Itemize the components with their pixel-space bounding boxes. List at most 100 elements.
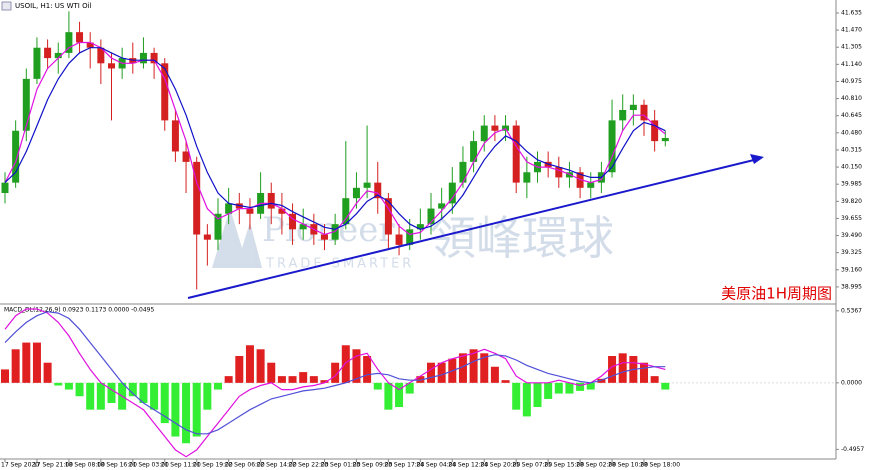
watermark-brand: Pioneer (262, 210, 395, 250)
histogram-bar (650, 376, 659, 383)
candle-body (459, 161, 467, 183)
annotation: 美原油1H周期图 (721, 285, 832, 303)
candle-body (1, 182, 9, 194)
candle-body (416, 224, 424, 230)
symbol-icon (1, 1, 12, 11)
histogram-bar (11, 349, 20, 383)
histogram-bar (661, 382, 670, 390)
y-tick-label: 40.810 (841, 95, 862, 102)
candle-body (427, 208, 435, 225)
indicator-line (4, 311, 666, 435)
histogram-bar (22, 342, 31, 383)
candle-body (97, 47, 105, 64)
histogram-bar (533, 382, 542, 407)
histogram-bar (501, 380, 510, 383)
candle-body (555, 167, 563, 178)
candle-body (523, 172, 531, 183)
candle-body (150, 52, 158, 64)
candle-body (267, 193, 275, 209)
histogram-bar (544, 382, 553, 399)
candle-body (299, 224, 307, 230)
histogram-bar (256, 349, 265, 383)
candle-body (395, 234, 403, 245)
histogram-bar (373, 382, 382, 390)
histogram-bar (512, 382, 521, 410)
histogram-bar (437, 362, 446, 383)
candle-body (342, 198, 350, 225)
x-tick-label: 28 Sep 02:00 (576, 462, 616, 469)
candle-body (171, 120, 179, 152)
x-tick-label: 21 Sep 19:00 (193, 462, 233, 469)
histogram-bar (427, 362, 435, 383)
candle-body (33, 47, 41, 79)
histogram-bar (331, 362, 340, 383)
x-tick-label: 24 Sep 12:00 (448, 462, 488, 469)
candle-body (608, 120, 616, 173)
watermark-tagline: TRADE SMARTER (265, 257, 414, 272)
x-tick-label: 28 Sep 10:00 (608, 462, 648, 469)
histogram-bar (245, 345, 254, 383)
histogram-bar (150, 382, 159, 410)
histogram-bar (235, 356, 244, 383)
histogram-bar (128, 382, 137, 397)
histogram-bar (277, 376, 286, 383)
histogram-bar (203, 382, 212, 410)
histogram-bar (640, 362, 648, 383)
x-tick-label: 18 Sep 08:00 (65, 462, 105, 469)
candle-body (661, 138, 669, 142)
histogram-bar (224, 376, 233, 383)
histogram-bar (182, 382, 191, 444)
candle-body (352, 187, 360, 199)
histogram-bar (267, 362, 276, 383)
histogram-bar (107, 382, 116, 403)
candle-body (225, 203, 233, 214)
histogram-bar (32, 342, 41, 383)
histogram-bar (363, 356, 372, 383)
histogram-bar (352, 349, 361, 383)
histogram-bar (320, 380, 329, 383)
x-tick-label: 25 Sep 07:00 (512, 462, 552, 469)
candle-body (86, 42, 94, 48)
candle-body (214, 213, 222, 240)
candle-body (76, 32, 84, 43)
macd-title: MACD_DL(12,26,9) 0.0923 0.1173 0.0000 -0… (4, 307, 154, 314)
plot: 41.635 41.470 41.305 41.140 40.975 40.810 40.6… (0, 9, 864, 469)
candle-body (108, 63, 115, 69)
x-tick-label: 17 Sep 21:00 (33, 462, 73, 469)
candle-body (629, 104, 637, 110)
y-tick-label: 41.305 (841, 44, 862, 51)
x-tick-label: 17 Sep 2020 (1, 462, 39, 469)
histogram-bar (309, 376, 318, 383)
x-tick-label: 21 Sep 03:00 (129, 462, 169, 469)
histogram-bar (384, 382, 393, 410)
histogram-bar (416, 376, 425, 383)
y-tick-label: 0.5367 (841, 307, 862, 314)
candle-body (438, 203, 446, 209)
y-tick-label: 0.0000 (841, 379, 862, 386)
y-tick-label: 39.820 (841, 198, 862, 205)
indicator-line (4, 47, 666, 230)
candle-body (406, 229, 414, 245)
x-tick-label: 18 Sep 16:00 (97, 462, 137, 469)
histogram-bar (490, 366, 499, 383)
candle-body (512, 125, 520, 183)
y-tick-label: 41.140 (841, 61, 862, 68)
y-tick-label: 40.645 (841, 112, 862, 119)
candle-body (246, 208, 254, 214)
x-tick-label: 24 Sep 04:00 (416, 462, 456, 469)
y-tick-label: 41.470 (841, 27, 862, 34)
x-tick-label: 25 Sep 15:00 (544, 462, 584, 469)
histogram-bar (597, 378, 606, 383)
watermark-logo (212, 208, 262, 268)
y-tick-label: 40.315 (841, 146, 862, 153)
histogram-bar (139, 382, 148, 403)
histogram-bar (54, 382, 63, 386)
histogram-bar (395, 382, 404, 407)
histogram-bar (586, 382, 595, 390)
histogram-bar (192, 382, 201, 437)
histogram-bar (43, 362, 52, 383)
chart-title: USOIL, H1: US WTI Oil (15, 2, 92, 10)
y-tick-label: 39.655 (841, 215, 862, 222)
indicator-line (4, 308, 666, 458)
x-tick-label: 22 Sep 22:00 (289, 462, 329, 469)
